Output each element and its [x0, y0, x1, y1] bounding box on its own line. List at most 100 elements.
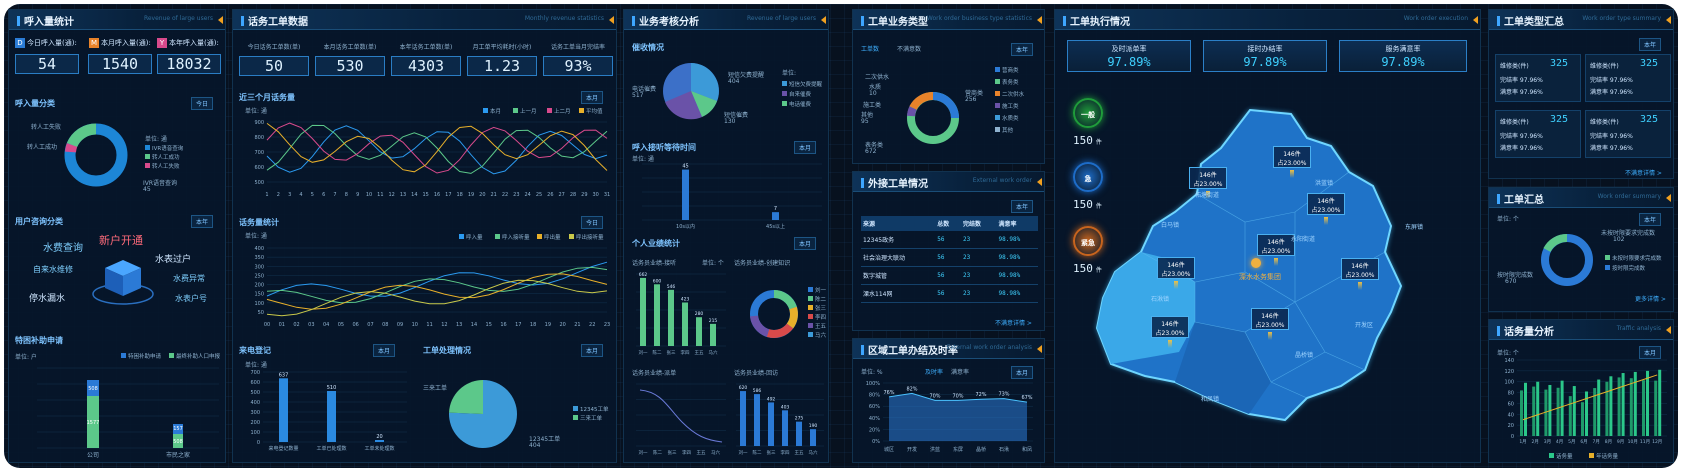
wait-unit: 单位: 通	[632, 156, 654, 163]
map-tag[interactable]: 146件 占23.00%	[1151, 316, 1189, 338]
legend-text: 上一月	[520, 109, 537, 115]
x-tick: 洪蓝	[930, 446, 940, 453]
x-label: 45s以上	[766, 223, 785, 230]
personal-unit: 单位: 个	[702, 260, 724, 267]
legend-text: 二次供水	[1002, 92, 1025, 98]
bar	[1532, 386, 1536, 436]
legend-in-answer: 呼入接听量	[495, 233, 530, 241]
table-row[interactable]: 社会治理大联动 56 23 98.98%	[861, 248, 1038, 267]
cell-value: 325	[1640, 114, 1659, 125]
handling-select[interactable]: 本月	[581, 344, 604, 357]
place-label: 东屏镇	[1405, 224, 1424, 231]
x-label: 陈二	[653, 349, 662, 356]
legend-population: 最终补助人口申报	[169, 352, 220, 360]
pin-icon	[1290, 170, 1294, 178]
table-row[interactable]: 溧水114网 56 23 98.98%	[861, 284, 1038, 303]
x-label: 王五	[795, 450, 804, 456]
personal-select[interactable]: 本月	[794, 237, 817, 250]
incoming-select[interactable]: 本月	[373, 344, 396, 357]
map-tag[interactable]: 146件 占23.00%	[1257, 234, 1295, 256]
y-tick: 500	[254, 180, 264, 186]
tag-percent: 占23.00%	[1193, 181, 1223, 188]
bar-value: 423	[681, 296, 690, 302]
tab-satisfaction[interactable]: 满意率	[951, 369, 970, 376]
handling-value-b: 404	[529, 442, 541, 449]
legend-item: 马六	[808, 331, 826, 339]
panel-traffic-orders: 话务工单数据 Monthly revenue statistics 近三个月话务量…	[232, 9, 617, 463]
x-tick: 2	[277, 192, 280, 198]
bar	[1617, 377, 1621, 436]
x-tick: 14	[471, 322, 477, 328]
panel-title: 话务量分析	[1497, 323, 1554, 338]
panel-title: 工单汇总	[1497, 191, 1544, 206]
incoming-bar-chart: 700 600 500 400 300 200 100 0 637 来电登记数量 510 工单已处理数…	[250, 370, 407, 452]
map-tag[interactable]: 146件 占23.00%	[1189, 167, 1227, 189]
bar	[327, 391, 336, 442]
consult-select[interactable]: 本年	[191, 215, 214, 228]
legend-subsidy: 特困补助申请	[121, 352, 161, 360]
biz-donut	[907, 92, 959, 144]
ext-more-link[interactable]: 不满意详情 >	[995, 320, 1032, 327]
x-tick: 城区	[884, 446, 894, 453]
summary-cell[interactable]: 维修类(件) 325 完结率 97.96% 满意率 97.96%	[1495, 110, 1581, 158]
panel-title: 外接工单情况	[861, 175, 928, 190]
x-label: 来电登记数量	[268, 445, 298, 452]
map-tag[interactable]: 146件 占23.00%	[1341, 258, 1379, 280]
summary-more-link[interactable]: 不满意详情 >	[1625, 170, 1662, 177]
trend-select[interactable]: 本月	[581, 91, 604, 104]
summary-select[interactable]: 本年	[1639, 38, 1662, 51]
map-tag[interactable]: 146件 占23.00%	[1251, 308, 1289, 330]
x-tick: 10月	[1628, 439, 1638, 445]
biz-label-6: 营商类	[965, 90, 984, 97]
table-row[interactable]: 12345政务 56 23 98.98%	[861, 231, 1038, 249]
legend-text: 水质类	[1002, 116, 1019, 122]
level-badge: 紧急	[1073, 226, 1103, 256]
arrow-icon	[1037, 345, 1042, 353]
wo-more-link[interactable]: 更多详情 >	[1635, 296, 1666, 303]
summary-cell[interactable]: 维修类(件) 325 完结率 97.96% 满意率 97.96%	[1585, 110, 1671, 158]
x-tick: 6月	[1580, 439, 1587, 445]
legend-text: IVR语音查询	[152, 146, 184, 152]
biz-select[interactable]: 本年	[1011, 43, 1034, 56]
place-label: 石湫镇	[1151, 296, 1170, 303]
biz-label-5: 表务类	[865, 142, 884, 149]
tab-unsatisfied[interactable]: 不满意数	[897, 46, 922, 53]
y-tick: 250	[254, 273, 264, 279]
summary-cell[interactable]: 维修类(件) 325 完结率 97.96% 满意率 97.96%	[1585, 54, 1671, 102]
reply-line	[639, 389, 723, 443]
x-tick: 8月	[1605, 439, 1612, 445]
x-label: 王五	[695, 350, 704, 356]
traffic-select[interactable]: 本月	[1639, 346, 1662, 359]
summary-cell[interactable]: 维修类(件) 325 完结率 97.96% 满意率 97.96%	[1495, 54, 1581, 102]
panel-title: 工单类型汇总	[1497, 13, 1564, 28]
column-header: 总数	[935, 216, 962, 231]
region-select[interactable]: 本月	[1011, 366, 1034, 379]
x-tick: 11	[426, 322, 432, 328]
table-cell: 溧水114网	[861, 284, 936, 303]
x-tick: 2月	[1532, 439, 1539, 445]
map-tag[interactable]: 146件 占23.00%	[1307, 193, 1345, 215]
word-6: 停水漏水	[29, 294, 66, 304]
tab-order-count[interactable]: 工单数	[861, 46, 880, 53]
map-tag[interactable]: 146件 占23.00%	[1157, 257, 1195, 279]
y-tick: 100	[250, 430, 260, 436]
level-count: 150 件	[1073, 262, 1102, 275]
ext-select[interactable]: 本年	[1011, 200, 1034, 213]
tab-timely[interactable]: 及时率	[925, 369, 944, 376]
kpi-month-value: 1540	[88, 54, 152, 74]
legend-text: 王五	[815, 324, 827, 330]
hourly-select[interactable]: 今日	[581, 216, 604, 229]
table-cell: 56	[935, 231, 962, 249]
map-tag[interactable]: 146件 占23.00%	[1273, 146, 1311, 168]
wo-select[interactable]: 本年	[1639, 213, 1662, 226]
word-2: 新户开通	[99, 234, 143, 247]
table-row[interactable]: 数字城管 56 23 98.98%	[861, 266, 1038, 285]
legend-sms: 短信欠费提醒	[782, 80, 822, 88]
wait-select[interactable]: 本月	[794, 141, 817, 154]
pin-icon	[1268, 332, 1272, 340]
place-label: 和凤镇	[1201, 396, 1220, 403]
call-type-select[interactable]: 今日	[191, 97, 214, 110]
legend-text: 营商类	[1002, 68, 1019, 74]
pin-icon	[1274, 258, 1278, 266]
